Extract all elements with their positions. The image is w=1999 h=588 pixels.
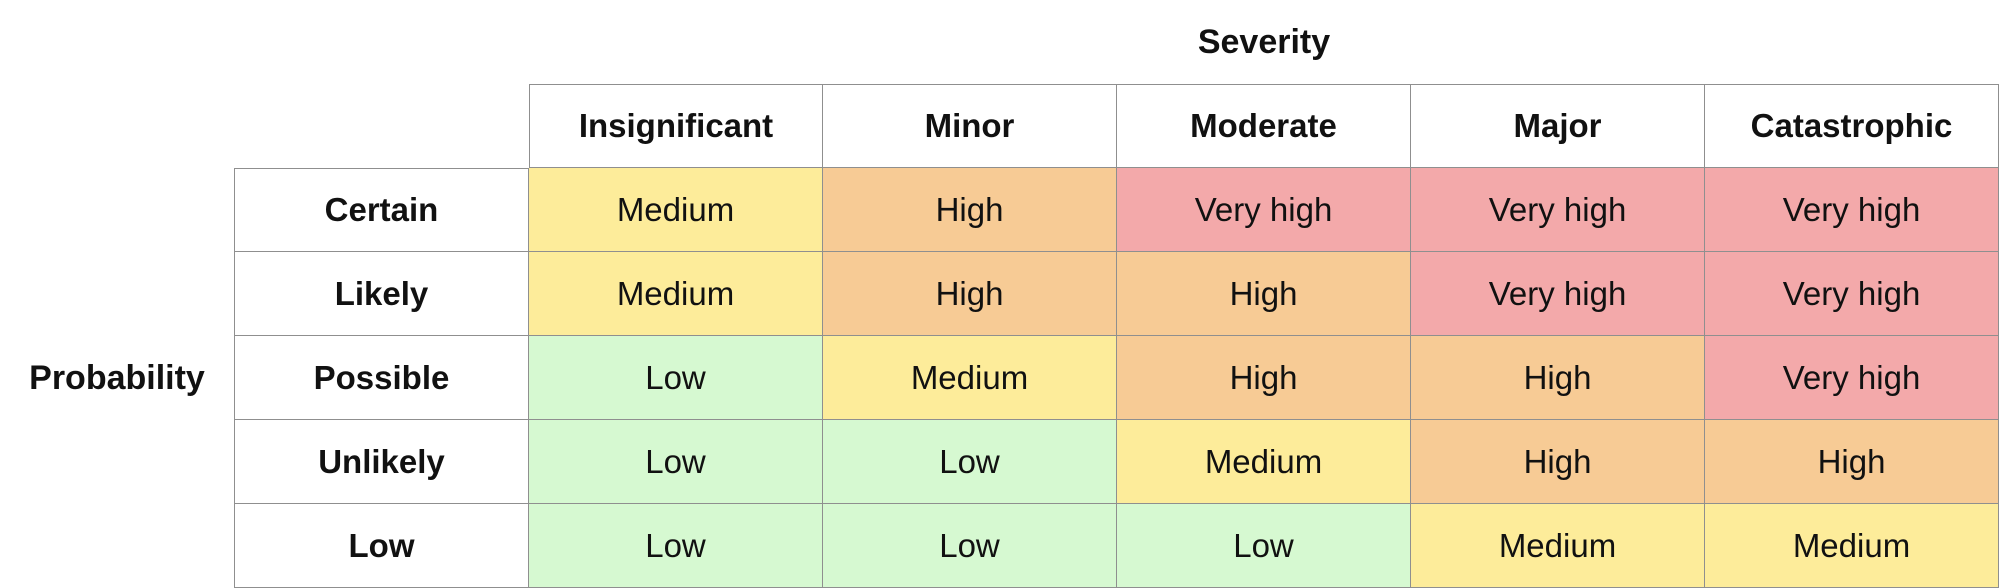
severity-axis-title: Severity	[1197, 22, 1331, 61]
risk-cell: Medium	[1411, 504, 1705, 588]
risk-cell: High	[1117, 252, 1411, 336]
risk-cell: Very high	[1117, 168, 1411, 252]
risk-cell: Very high	[1705, 168, 1999, 252]
risk-cell: High	[823, 252, 1117, 336]
risk-cell: High	[1117, 336, 1411, 420]
risk-cell: High	[823, 168, 1117, 252]
corner-blank-cell	[234, 84, 529, 168]
risk-cell: Medium	[1117, 420, 1411, 504]
severity-header-minor: Minor	[823, 84, 1117, 168]
risk-cell: High	[1411, 336, 1705, 420]
probability-header-likely: Likely	[234, 252, 529, 336]
risk-cell: Low	[529, 336, 823, 420]
risk-cell: Very high	[1705, 336, 1999, 420]
risk-cell: Very high	[1411, 168, 1705, 252]
probability-header-unlikely: Unlikely	[234, 420, 529, 504]
risk-cell: High	[1705, 420, 1999, 504]
risk-cell: Low	[529, 420, 823, 504]
risk-cell: Low	[823, 504, 1117, 588]
risk-cell: Medium	[823, 336, 1117, 420]
risk-cell: Very high	[1705, 252, 1999, 336]
risk-cell: Low	[823, 420, 1117, 504]
severity-header-moderate: Moderate	[1117, 84, 1411, 168]
severity-header-catastrophic: Catastrophic	[1705, 84, 1999, 168]
risk-cell: Medium	[529, 252, 823, 336]
probability-header-certain: Certain	[234, 168, 529, 252]
risk-cell: Low	[529, 504, 823, 588]
severity-header-major: Major	[1411, 84, 1705, 168]
probability-header-possible: Possible	[234, 336, 529, 420]
risk-cell: Very high	[1411, 252, 1705, 336]
risk-matrix-grid: Insignificant Minor Moderate Major Catas…	[234, 84, 1999, 588]
risk-cell: Low	[1117, 504, 1411, 588]
probability-header-low: Low	[234, 504, 529, 588]
risk-cell: Medium	[529, 168, 823, 252]
probability-axis-title: Probability	[29, 358, 205, 397]
risk-cell: High	[1411, 420, 1705, 504]
severity-header-insignificant: Insignificant	[529, 84, 823, 168]
risk-cell: Medium	[1705, 504, 1999, 588]
